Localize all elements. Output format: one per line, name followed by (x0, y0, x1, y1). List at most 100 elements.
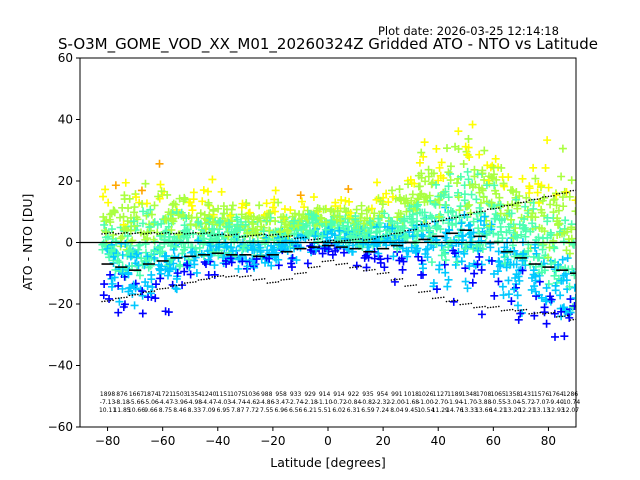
data-point (335, 226, 344, 235)
envelope-dot (214, 234, 216, 236)
data-point (453, 258, 462, 267)
envelope-dot (396, 278, 398, 281)
data-point (103, 232, 112, 241)
data-point (110, 208, 119, 217)
data-point (513, 301, 522, 310)
envelope-dot (553, 311, 555, 314)
data-point (111, 237, 120, 246)
envelope-dot (561, 192, 564, 195)
data-point (145, 223, 154, 232)
envelope-dot (385, 235, 387, 237)
envelope-dot (476, 306, 478, 309)
y-tick-label: −40 (48, 359, 73, 373)
data-point (567, 176, 576, 185)
data-point (118, 284, 127, 293)
bin-count-label: 914 (319, 391, 331, 398)
data-point (499, 291, 508, 300)
envelope-dot (291, 277, 293, 280)
data-point (134, 245, 143, 254)
bin-sd-label: 12.93 (547, 407, 564, 414)
data-point (237, 217, 246, 226)
data-point (561, 264, 570, 273)
data-point (171, 284, 180, 293)
data-point (237, 203, 246, 212)
envelope-dot (382, 235, 384, 238)
bin-mean-label: -4.62 (244, 399, 260, 406)
bin-count-label: 1348 (462, 391, 477, 398)
data-point (565, 282, 574, 291)
envelope-dot (500, 205, 503, 208)
data-point (169, 217, 178, 226)
bin-mean-label: -4.74 (230, 399, 246, 406)
envelope-dot (159, 288, 161, 290)
data-point (470, 269, 479, 278)
bin-sd-label: 6.95 (217, 407, 231, 414)
envelope-dot (167, 287, 169, 289)
bin-mean-label: -2.32 (375, 399, 391, 406)
data-point (346, 208, 355, 217)
scatter-points (80, 120, 576, 341)
data-point (549, 236, 558, 245)
data-point (359, 239, 368, 248)
envelope-dot (280, 236, 282, 238)
envelope-dot (161, 232, 164, 235)
data-point (499, 248, 508, 257)
envelope-dot (434, 220, 437, 223)
bin-count-label: 1065 (491, 391, 506, 398)
data-point (279, 212, 288, 221)
data-point (207, 231, 216, 240)
envelope-dot (117, 232, 120, 235)
data-point (238, 257, 247, 266)
envelope-dot (288, 235, 291, 237)
bin-sd-label: 12.21 (518, 407, 535, 414)
envelope-dot (390, 233, 393, 235)
data-point (554, 206, 563, 215)
envelope-dot (263, 277, 266, 280)
envelope-dot (115, 297, 117, 300)
data-point (444, 182, 453, 191)
data-point (154, 260, 163, 269)
envelope-dot (228, 234, 230, 236)
envelope-dot (172, 232, 175, 235)
data-point (434, 176, 443, 185)
data-point (216, 216, 225, 225)
envelope-dot (476, 211, 478, 213)
envelope-dot (134, 293, 136, 296)
data-point (399, 257, 408, 266)
envelope-dot (280, 279, 282, 281)
bin-count-label: 1874 (143, 391, 158, 398)
data-point (570, 283, 576, 292)
envelope-dot (374, 238, 376, 240)
envelope-dot (564, 315, 566, 317)
bin-sd-label: 6.21 (303, 407, 317, 414)
data-point (468, 278, 477, 287)
data-point (542, 283, 551, 292)
envelope-dot (194, 281, 197, 283)
data-point (402, 207, 411, 216)
envelope-dot (178, 232, 180, 234)
bin-mean-label: -5.72 (519, 399, 535, 406)
envelope-dot (520, 201, 522, 204)
y-tick-label: 60 (58, 51, 73, 65)
data-point (141, 278, 150, 287)
data-point (497, 163, 506, 172)
envelope-dot (247, 275, 249, 277)
data-point (313, 237, 322, 246)
envelope-dot (398, 278, 401, 280)
data-point (143, 282, 152, 291)
envelope-dot (274, 281, 277, 283)
data-point (451, 142, 460, 151)
data-point (139, 207, 148, 216)
envelope-dot (511, 204, 514, 206)
envelope-dot (266, 282, 269, 284)
data-point (529, 266, 538, 275)
data-point (147, 270, 156, 279)
data-point (443, 282, 452, 291)
data-point (322, 218, 331, 227)
data-point (524, 246, 533, 255)
envelope-dot (431, 220, 434, 223)
data-point (504, 290, 513, 299)
data-point (220, 209, 229, 218)
envelope-dot (255, 278, 258, 281)
data-point (545, 243, 554, 252)
